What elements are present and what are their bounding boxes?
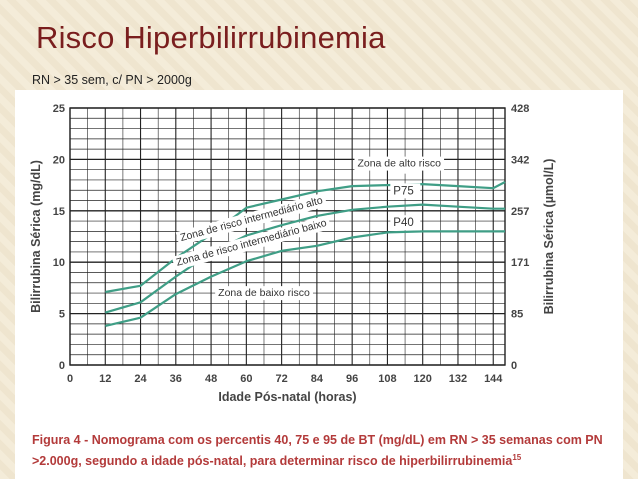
y-tick-label-left: 15 xyxy=(53,206,65,218)
figure-panel xyxy=(15,90,623,479)
y-tick-label-left: 10 xyxy=(53,257,65,269)
figure-caption-text: Figura 4 - Nomograma com os percentis 40… xyxy=(32,433,603,469)
y-tick-label-right: 0 xyxy=(511,360,517,372)
y-axis-title-right: Bilirrubina Sérica (µmol/L) xyxy=(542,159,556,315)
plot-frame xyxy=(69,107,506,366)
y-tick-label-right: 257 xyxy=(511,206,529,218)
x-axis-title: Idade Pós-natal (horas) xyxy=(218,390,356,404)
x-tick-label: 72 xyxy=(275,373,287,385)
y-tick-label-left: 20 xyxy=(53,154,65,166)
slide-title: Risco Hiperbilirrubinemia xyxy=(36,20,386,55)
x-tick-label: 144 xyxy=(484,373,503,385)
zone-label-bg xyxy=(354,156,445,171)
y-axis-title-left: Bilirrubina Sérica (mg/dL) xyxy=(29,160,43,313)
zone-label: Zona de baixo risco xyxy=(218,287,310,299)
x-tick-label: 0 xyxy=(67,373,73,385)
y-tick-label-left: 25 xyxy=(53,103,65,115)
zone-label-bg xyxy=(175,192,328,246)
x-tick-label: 48 xyxy=(205,373,217,385)
percentile-curve-p75 xyxy=(104,203,505,314)
percentile-curve-p40 xyxy=(105,230,505,327)
figure-caption: Figura 4 - Nomograma com os percentis 40… xyxy=(32,432,617,470)
x-tick-label: 84 xyxy=(311,373,324,385)
zone-label-bg xyxy=(215,286,313,301)
slide-subtitle: RN > 35 sem, c/ PN > 2000g xyxy=(32,73,192,87)
x-tick-label: 108 xyxy=(378,373,396,385)
x-tick-label: 12 xyxy=(99,373,111,385)
percentile-label-bg xyxy=(390,215,421,231)
y-tick-label-left: 0 xyxy=(59,360,65,372)
x-tick-label: 120 xyxy=(414,373,432,385)
x-tick-label: 60 xyxy=(240,373,252,385)
x-tick-label: 96 xyxy=(346,373,358,385)
y-tick-label-right: 85 xyxy=(511,309,523,321)
y-tick-label-right: 342 xyxy=(511,154,529,166)
x-tick-label: 132 xyxy=(449,373,467,385)
percentile-label-bg xyxy=(390,183,421,199)
x-tick-label: 24 xyxy=(134,373,147,385)
x-tick-label: 36 xyxy=(170,373,182,385)
y-tick-label-left: 5 xyxy=(59,309,65,321)
series-layer: P95P75P40 xyxy=(104,158,506,327)
tick-layer: 0 12 24 36 48 60 72 84 96 108 120 132 144 0 5 10 15 20 25 0… xyxy=(53,103,530,385)
y-tick-label-right: 171 xyxy=(511,257,529,269)
zone-label: Zona de alto risco xyxy=(357,158,441,170)
y-tick-label-right: 428 xyxy=(511,103,529,115)
percentile-label-p40: P40 xyxy=(393,217,413,229)
percentile-label-p75: P75 xyxy=(393,185,413,197)
zone-label-bg xyxy=(171,215,332,271)
figure-caption-reference: 15 xyxy=(512,453,522,462)
